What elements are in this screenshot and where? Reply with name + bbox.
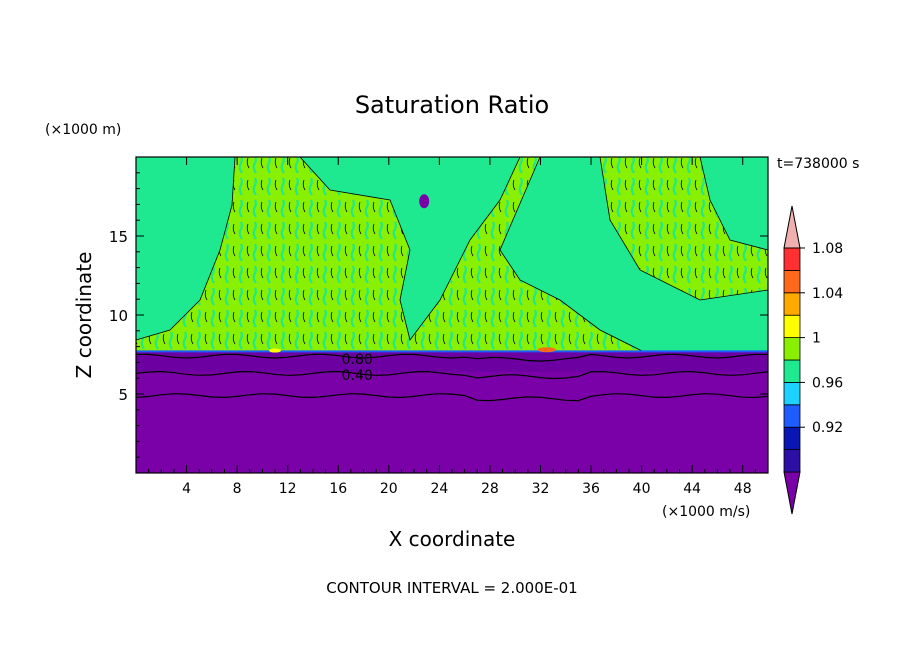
colorbar: 0.92 0.96 1 1.04 1.08 (783, 205, 843, 515)
x-tick-label: 8 (233, 481, 242, 497)
field-purple-spot (419, 194, 430, 209)
colorbar-segment (783, 269, 801, 294)
x-axis-label: X coordinate (389, 527, 516, 551)
contour-label: 0.40 (342, 368, 373, 384)
contour-label: 0.80 (342, 352, 373, 368)
contour-0.20 (135, 393, 769, 402)
colorbar-segment (783, 337, 801, 361)
field-yellow-blob (269, 348, 282, 353)
time-label: t=738000 s (777, 156, 859, 172)
x-tick-label: 44 (683, 481, 701, 497)
x-tick-label: 12 (279, 481, 297, 497)
x-tick-label: 36 (582, 481, 600, 497)
colorbar-upper-arrow (783, 205, 801, 249)
colorbar-segment (783, 292, 801, 316)
colorbar-segment (783, 404, 801, 428)
colorbar-segment (783, 449, 801, 473)
x-tick-label: 20 (380, 481, 398, 497)
contour-field: 0.800.40 (135, 156, 769, 474)
field-saturated-patch (299, 156, 521, 341)
colorbar-tick-label: 0.92 (812, 420, 843, 436)
x-tick-label: 40 (633, 481, 651, 497)
chart-title: Saturation Ratio (355, 91, 549, 119)
contour-0.80 (136, 353, 769, 362)
colorbar-lower-arrow (783, 471, 801, 515)
x-tick-label: 32 (532, 481, 550, 497)
colorbar-segment (783, 359, 801, 383)
colorbar-segment (783, 381, 801, 406)
x-tick-label: 48 (734, 481, 752, 497)
colorbar-segment (783, 314, 801, 339)
x-unit-label: (×1000 m/s) (662, 504, 750, 520)
colorbar-segment (783, 247, 801, 271)
y-axis-label: Z coordinate (72, 252, 96, 379)
colorbar-tick-label: 0.96 (812, 375, 843, 391)
y-tick-label: 15 (109, 228, 128, 246)
x-tick-label: 24 (430, 481, 448, 497)
colorbar-tick-label: 1 (812, 331, 821, 347)
colorbar-tick-label: 1.04 (812, 286, 843, 302)
field-saturated-patch (135, 156, 236, 341)
colorbar-tick-label: 1.08 (812, 241, 843, 257)
x-tick-label: 16 (329, 481, 347, 497)
y-tick-label: 5 (118, 386, 128, 404)
y-unit-label: (×1000 m) (45, 122, 121, 138)
x-tick-label: 4 (182, 481, 191, 497)
x-tick-label: 28 (481, 481, 499, 497)
contour-0.40 (135, 370, 769, 380)
field-orange-blob (537, 347, 556, 353)
colorbar-segment (783, 426, 801, 451)
contour-interval-label: CONTOUR INTERVAL = 2.000E-01 (326, 579, 577, 597)
y-tick-label: 10 (109, 307, 128, 325)
